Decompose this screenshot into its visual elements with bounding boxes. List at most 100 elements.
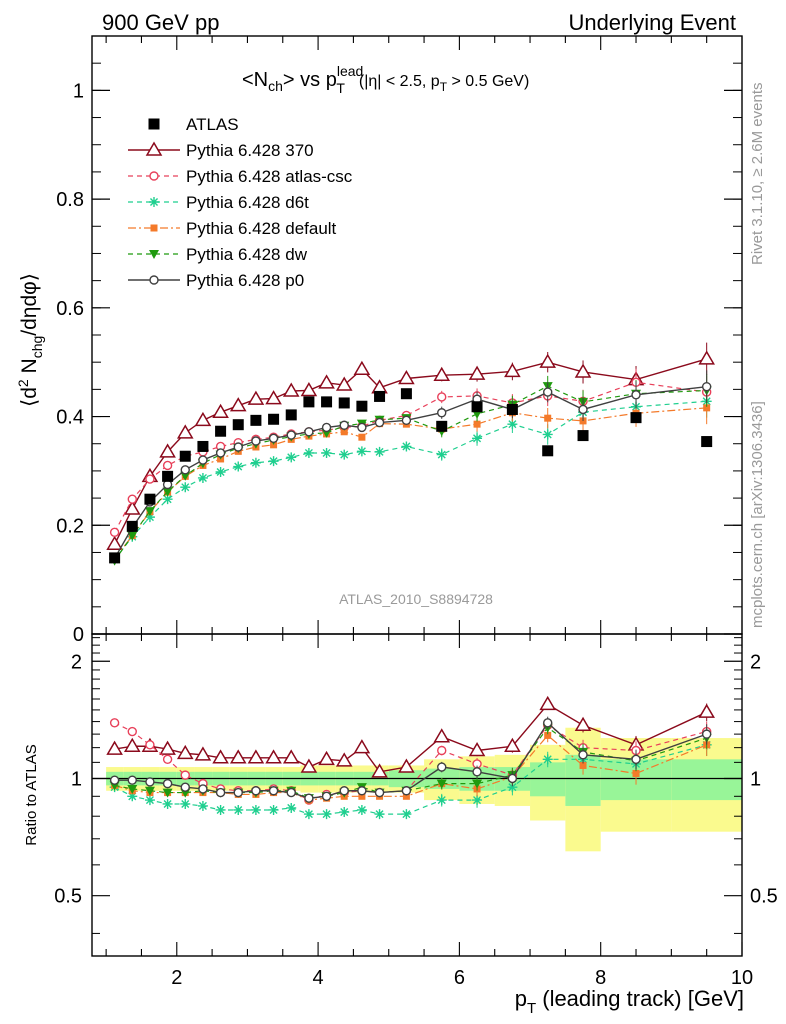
- ratio-point-csc: [109, 718, 120, 728]
- ratio-point-dw: [127, 784, 138, 794]
- point-default: [703, 404, 711, 412]
- ratio-line-d6t: [114, 744, 707, 815]
- xtick-label: 8: [595, 967, 606, 989]
- point-default: [473, 420, 481, 428]
- ratio-point-d6t: [144, 795, 155, 806]
- point-atlas: [436, 420, 448, 432]
- ratio-point-d6t: [215, 804, 226, 815]
- ratio-point-p370: [698, 703, 715, 718]
- point-p370: [176, 424, 194, 439]
- rivet-label: Rivet 3.1.10, ≥ 2.6M events: [749, 83, 766, 266]
- ratio-point-p0: [162, 778, 173, 789]
- legend-marker-dw: [149, 250, 159, 259]
- point-p0: [198, 455, 208, 465]
- point-csc: [437, 392, 447, 402]
- point-p0: [180, 465, 190, 475]
- series-line-p0: [114, 385, 707, 559]
- series-atlas: [109, 388, 713, 564]
- point-atlas: [215, 425, 227, 437]
- ratio-point-p0: [631, 754, 641, 765]
- ratio-point-p0: [268, 786, 279, 796]
- ratio-point-p0: [215, 787, 226, 798]
- mcplots-label: mcplots.cern.ch [arXiv:1306.3436]: [749, 401, 766, 628]
- ratio-point-csc: [127, 726, 137, 737]
- point-default: [544, 414, 552, 422]
- point-d6t: [507, 419, 518, 430]
- header-right: Underlying Event: [568, 10, 736, 35]
- legend-label-default: Pythia 6.428 default: [186, 219, 337, 238]
- ratio-point-p0: [321, 791, 332, 801]
- header-left: 900 GeV pp: [102, 10, 219, 35]
- point-dw: [180, 471, 191, 481]
- point-p370: [468, 365, 486, 380]
- ratio-point-d6t: [286, 802, 297, 813]
- ratio-point-d6t: [162, 798, 173, 809]
- ratio-point-d6t: [180, 798, 191, 809]
- point-d6t: [356, 446, 367, 457]
- legend-label-atlas: ATLAS: [186, 115, 239, 134]
- ratio-point-p370: [504, 737, 521, 752]
- ratio-point-p0: [357, 786, 367, 796]
- ratio-point-csc: [162, 754, 173, 765]
- point-p0: [374, 417, 385, 428]
- point-p370: [229, 397, 247, 412]
- main-ytick-label: 0.2: [56, 515, 84, 537]
- ratio-point-p0: [109, 775, 120, 785]
- point-atlas: [285, 409, 297, 421]
- point-atlas: [321, 396, 333, 408]
- ratio-point-d6t: [303, 809, 314, 820]
- ratio-point-d6t: [542, 754, 553, 765]
- point-p370: [300, 381, 318, 397]
- ratio-point-p0: [198, 784, 208, 794]
- point-dw: [144, 507, 155, 517]
- ratio-ytick-label-right: 0.5: [750, 886, 778, 908]
- point-atlas: [162, 470, 174, 482]
- point-csc: [162, 460, 173, 471]
- ratio-point-p370: [229, 749, 247, 764]
- ratio-point-p0: [374, 787, 385, 798]
- point-atlas: [303, 396, 315, 408]
- ratio-point-p0: [339, 786, 349, 796]
- point-p370: [123, 500, 141, 515]
- point-atlas: [701, 436, 713, 448]
- point-p0: [401, 415, 412, 426]
- ratio-point-p370: [335, 752, 353, 767]
- ratio-point-p0: [127, 775, 137, 785]
- point-p370: [318, 374, 335, 389]
- series-line-default: [114, 407, 707, 560]
- ratio-point-d6t: [374, 809, 385, 820]
- ratio-point-dw: [144, 786, 155, 796]
- point-d6t: [215, 466, 226, 477]
- point-d6t: [472, 433, 483, 444]
- main-ytick-label: 0.8: [56, 189, 84, 211]
- point-p0: [631, 390, 641, 400]
- ratio-point-p370: [398, 758, 415, 773]
- ratio-point-p0: [437, 762, 447, 772]
- legend-label-p0: Pythia 6.428 p0: [186, 271, 304, 290]
- ratio-ytick-label-right: 2: [750, 651, 761, 673]
- ratio-point-p370: [106, 740, 123, 755]
- ratio-point-d6t: [507, 782, 518, 793]
- ratio-point-p370: [468, 742, 486, 757]
- plot-title: <Nch> vs plead T (|η| < 2.5, pT > 0.5 GeV): [242, 63, 529, 96]
- legend-marker-d6t: [149, 197, 159, 207]
- point-p370: [335, 376, 353, 391]
- ratio-point-p0: [286, 787, 296, 798]
- ratio-point-d6t: [356, 804, 367, 815]
- point-p370: [159, 443, 176, 458]
- point-p0: [286, 430, 296, 440]
- ratio-ytick-label-right: 1: [750, 768, 761, 790]
- ratio-point-p0: [145, 777, 155, 787]
- point-p370: [698, 350, 715, 365]
- ratio-point-d6t: [250, 804, 261, 815]
- point-d6t: [321, 447, 332, 458]
- point-atlas: [179, 450, 191, 462]
- point-p370: [574, 363, 592, 378]
- point-p0: [215, 448, 226, 458]
- point-d6t: [268, 456, 279, 467]
- ratio-point-p0: [472, 767, 482, 777]
- point-atlas: [506, 403, 518, 415]
- ratio-ytick-label: 1: [71, 768, 82, 790]
- point-csc: [145, 474, 155, 484]
- ratio-ytick-label: 0.5: [54, 886, 82, 908]
